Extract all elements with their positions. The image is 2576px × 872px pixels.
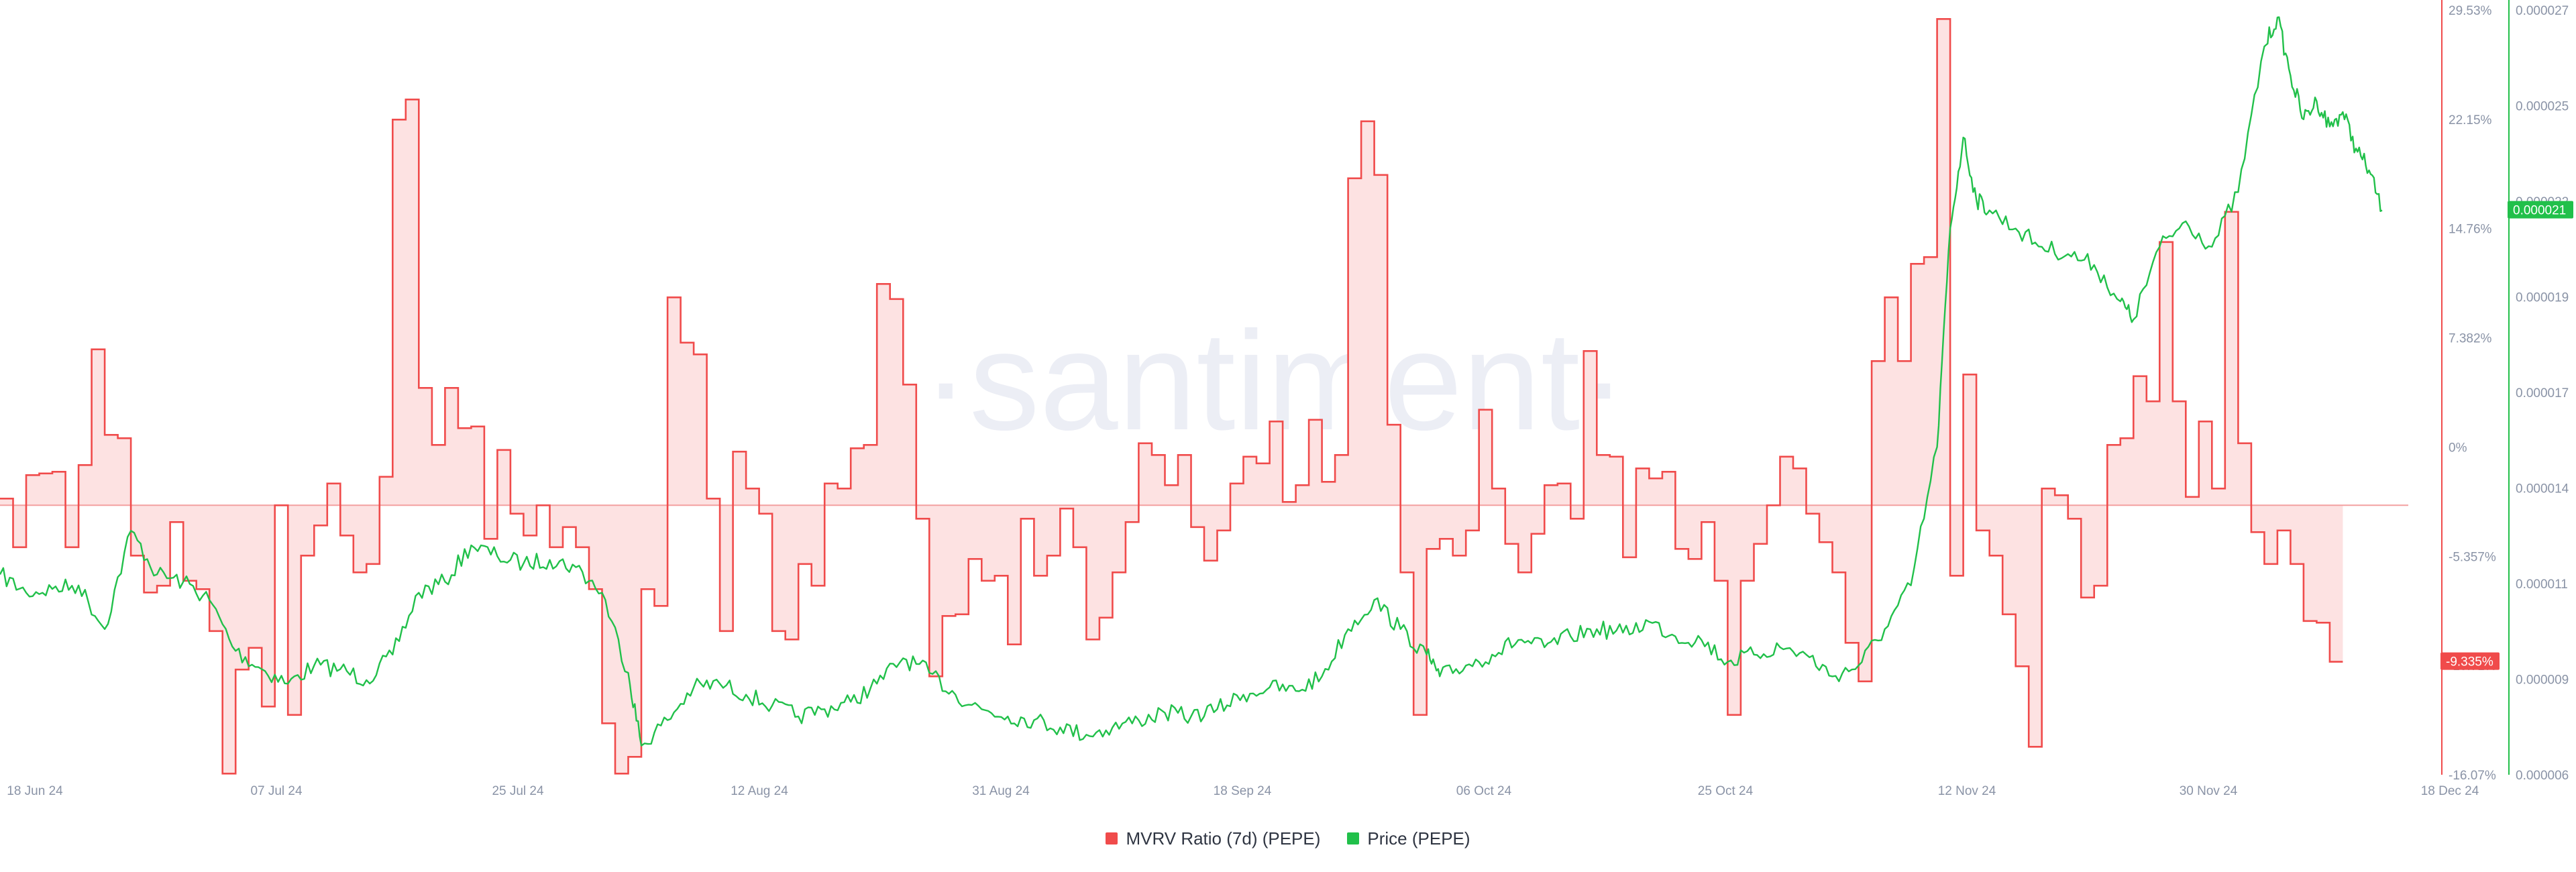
x-tick-label: 18 Jun 24	[7, 784, 63, 798]
price-current-badge	[2508, 201, 2573, 219]
x-tick-label: 12 Aug 24	[731, 784, 788, 798]
mvrv-current-value: -9.335%	[2446, 655, 2493, 669]
price-series-layer	[0, 16, 2383, 747]
price-tick-label: 0.000014	[2516, 482, 2569, 496]
price-tick-label: 0.000017	[2516, 386, 2569, 400]
price-tick-label: 0.000011	[2516, 578, 2568, 592]
chart-legend: MVRV Ratio (7d) (PEPE) Price (PEPE)	[0, 824, 2576, 853]
x-tick-label: 18 Dec 24	[2421, 784, 2479, 798]
price-tick-label: 0.000019	[2516, 291, 2569, 305]
x-tick-label: 30 Nov 24	[2180, 784, 2238, 798]
legend-swatch-price	[1347, 832, 1360, 844]
mvrv-tick-label: -5.357%	[2449, 550, 2496, 564]
price-current-value: 0.000021	[2513, 204, 2566, 218]
x-tick-label: 25 Jul 24	[492, 784, 544, 798]
x-tick-label: 18 Sep 24	[1214, 784, 1272, 798]
mvrv-line	[0, 18, 2343, 775]
x-tick-label: 31 Aug 24	[972, 784, 1030, 798]
legend-swatch-mvrv	[1106, 832, 1118, 844]
legend-item-mvrv[interactable]: MVRV Ratio (7d) (PEPE)	[1106, 828, 1320, 849]
x-tick-label: 06 Oct 24	[1456, 784, 1512, 798]
mvrv-current-badge	[2440, 652, 2500, 670]
mvrv-series-layer	[0, 18, 2408, 775]
x-tick-label: 25 Oct 24	[1698, 784, 1754, 798]
mvrv-tick-label: -16.07%	[2449, 769, 2496, 783]
mvrv-tick-label: 22.15%	[2449, 113, 2492, 127]
x-tick-label: 12 Nov 24	[1938, 784, 1996, 798]
mvrv-tick-label: 0%	[2449, 441, 2467, 455]
legend-item-price[interactable]: Price (PEPE)	[1347, 828, 1470, 849]
legend-label-price: Price (PEPE)	[1367, 828, 1470, 849]
mvrv-tick-label: 14.76%	[2449, 223, 2492, 237]
price-tick-label: 0.000025	[2516, 100, 2569, 114]
price-tick-label: 0.000006	[2516, 769, 2569, 783]
legend-label-mvrv: MVRV Ratio (7d) (PEPE)	[1126, 828, 1321, 849]
price-tick-label: 0.000009	[2516, 673, 2569, 688]
mvrv-tick-label: 7.382%	[2449, 332, 2492, 346]
mvrv-tick-label: 29.53%	[2449, 4, 2492, 18]
x-tick-label: 07 Jul 24	[250, 784, 303, 798]
price-line	[0, 16, 2383, 747]
price-tick-label: 0.000027	[2516, 4, 2569, 18]
axes-layer: 29.53%22.15%14.76%7.382%0%-5.357%-10.71%…	[7, 0, 2573, 798]
mvrv-area	[0, 19, 2343, 774]
